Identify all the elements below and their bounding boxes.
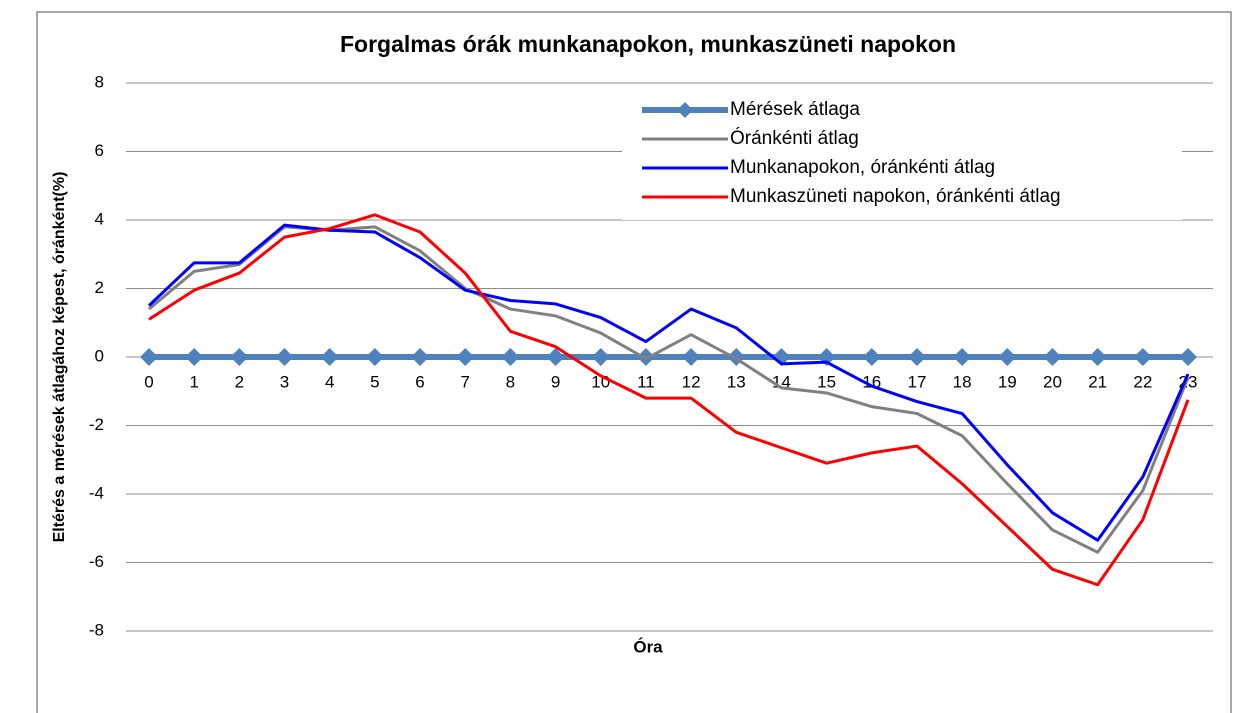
legend-label: Mérések átlaga (730, 99, 860, 120)
series-marker (953, 348, 972, 366)
y-tick-label: 4 (95, 209, 104, 228)
legend-marker (677, 102, 693, 118)
x-tick-label: 0 (144, 372, 153, 391)
series-marker (998, 348, 1017, 366)
x-tick-label: 3 (280, 372, 289, 391)
x-tick-label: 21 (1088, 372, 1107, 391)
y-tick-label: -8 (89, 620, 104, 639)
series-marker (1179, 348, 1197, 366)
x-tick-label: 19 (998, 372, 1017, 391)
y-tick-label: 6 (95, 141, 104, 160)
series-marker (546, 348, 565, 366)
x-tick-label: 7 (460, 372, 469, 391)
x-tick-label: 4 (325, 372, 334, 391)
series-marker (591, 348, 610, 366)
y-tick-label: -2 (89, 415, 104, 434)
x-tick-label: 14 (772, 372, 791, 391)
x-tick-label: 6 (415, 372, 424, 391)
x-tick-label: 11 (637, 372, 655, 391)
series-marker (411, 348, 430, 366)
x-tick-label: 13 (727, 372, 746, 391)
series-marker (1088, 348, 1107, 366)
series-marker (320, 348, 339, 366)
x-tick-label: 18 (953, 372, 972, 391)
series-marker (185, 348, 204, 366)
x-tick-label: 12 (682, 372, 701, 391)
y-tick-label: 2 (95, 278, 104, 297)
series-marker (1133, 348, 1152, 366)
legend-label: Munkanapokon, óránkénti átlag (730, 157, 995, 178)
y-tick-label: 8 (95, 72, 104, 91)
x-tick-label: 8 (506, 372, 515, 391)
y-axis-title: Eltérés a mérések átlagához képest, órán… (51, 172, 68, 543)
x-tick-label: 22 (1133, 372, 1152, 391)
series-marker (682, 348, 701, 366)
series-marker (862, 348, 881, 366)
series-line (148, 213, 1190, 587)
x-tick-label: 15 (817, 372, 836, 391)
series-marker (365, 348, 384, 366)
legend-label: Óránkénti átlag (730, 127, 859, 149)
series-marker (275, 348, 294, 366)
series-marker (230, 348, 249, 366)
series-marker (456, 348, 475, 366)
y-tick-label: 0 (95, 346, 104, 365)
x-tick-label: 1 (189, 372, 198, 391)
legend-box (622, 92, 1182, 220)
x-tick-label: 9 (551, 372, 560, 391)
y-tick-label: -6 (89, 552, 104, 571)
legend-label: Munkaszüneti napokon, óránkénti átlag (730, 186, 1061, 207)
chart-title: Forgalmas órák munkanapokon, munkaszünet… (340, 31, 956, 57)
series-marker (1043, 348, 1062, 366)
x-tick-label: 5 (370, 372, 379, 391)
x-tick-label: 20 (1043, 372, 1062, 391)
x-axis-title: Óra (633, 637, 663, 656)
x-tick-label: 17 (907, 372, 926, 391)
series-marker (907, 348, 926, 366)
y-tick-label: -4 (89, 483, 104, 502)
series-marker (501, 348, 520, 366)
x-tick-label: 2 (235, 372, 244, 391)
series-marker (140, 348, 158, 366)
